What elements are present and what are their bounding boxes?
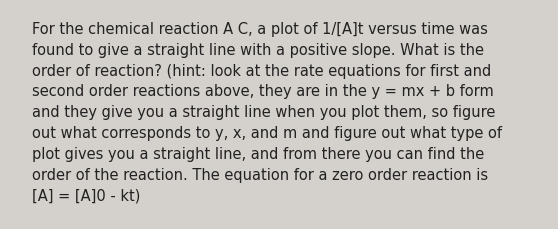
Text: found to give a straight line with a positive slope. What is the: found to give a straight line with a pos…	[32, 43, 484, 57]
Text: order of reaction? (hint: look at the rate equations for first and: order of reaction? (hint: look at the ra…	[32, 63, 491, 78]
Text: plot gives you a straight line, and from there you can find the: plot gives you a straight line, and from…	[32, 146, 484, 161]
Text: order of the reaction. The equation for a zero order reaction is: order of the reaction. The equation for …	[32, 167, 488, 182]
Text: out what corresponds to y, x, and m and figure out what type of: out what corresponds to y, x, and m and …	[32, 125, 502, 140]
Text: For the chemical reaction A C, a plot of 1/[A]t versus time was: For the chemical reaction A C, a plot of…	[32, 22, 488, 37]
Text: second order reactions above, they are in the y = mx + b form: second order reactions above, they are i…	[32, 84, 494, 99]
Text: and they give you a straight line when you plot them, so figure: and they give you a straight line when y…	[32, 105, 496, 120]
Text: [A] = [A]0 - kt): [A] = [A]0 - kt)	[32, 188, 141, 202]
